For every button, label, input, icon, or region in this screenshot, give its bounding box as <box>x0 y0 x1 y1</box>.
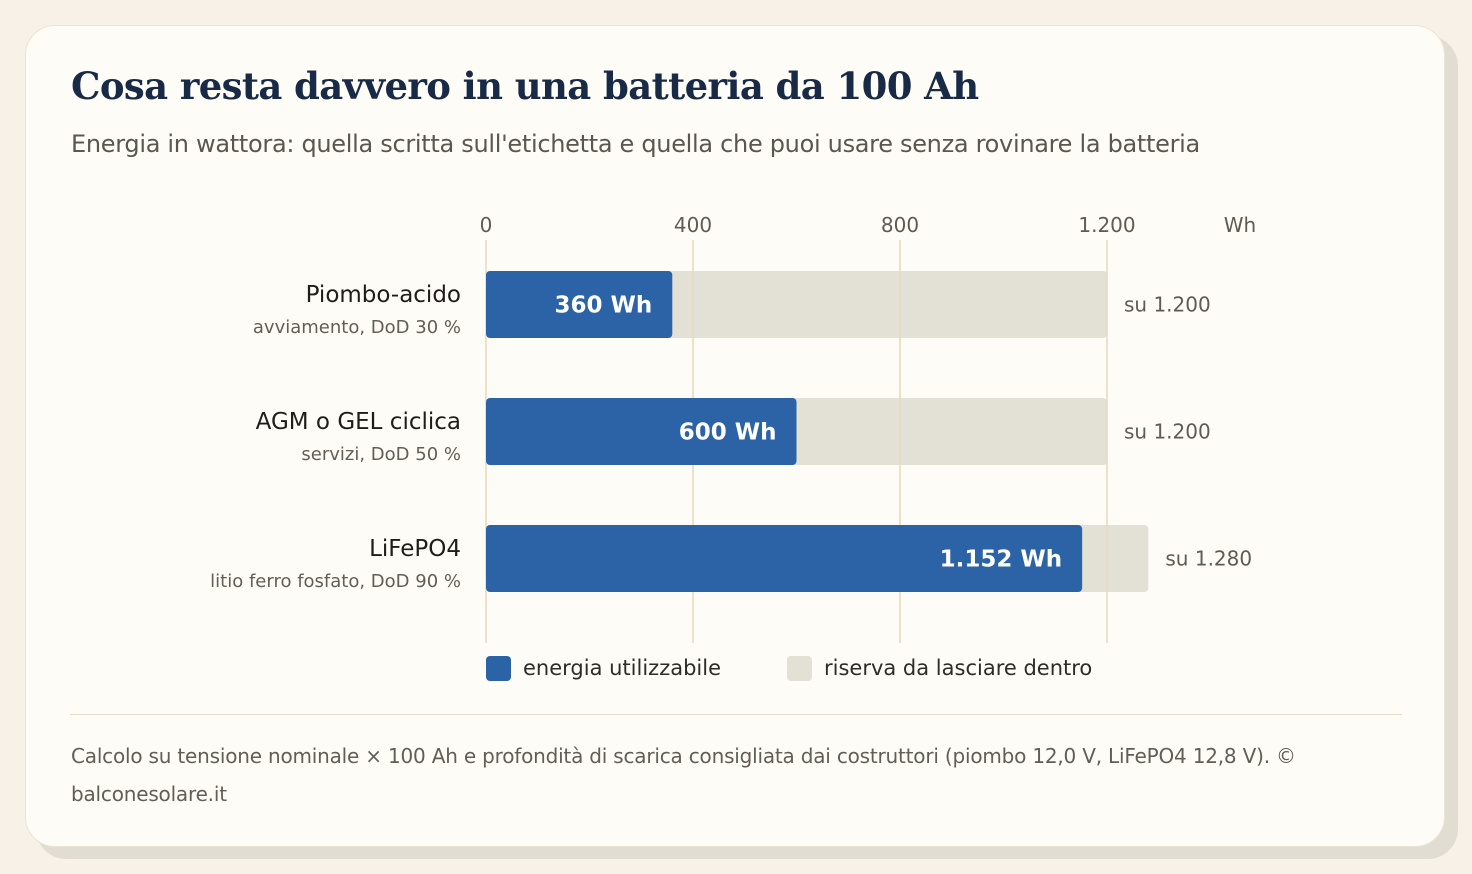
category-name-1: AGM o GEL ciclica <box>256 409 461 435</box>
usable-bar-1 <box>486 398 797 465</box>
footnote: Calcolo su tensione nominale × 100 Ah e … <box>71 744 1296 806</box>
category-detail-2: litio ferro fosfato, DoD 90 % <box>210 571 461 592</box>
x-unit-label: Wh <box>1224 213 1256 237</box>
footer-divider <box>70 714 1402 715</box>
x-tick-label-2: 800 <box>881 213 919 237</box>
usable-value-label-1: 600 Wh <box>679 420 777 446</box>
usable-bar-0 <box>486 271 673 338</box>
x-tick-label-0: 0 <box>480 213 493 237</box>
total-label-2: su 1.280 <box>1165 547 1252 571</box>
legend-label-usable: energia utilizzabile <box>523 656 722 680</box>
category-name-2: LiFePO4 <box>369 536 461 562</box>
usable-bar-2 <box>486 525 1083 592</box>
category-detail-0: avviamento, DoD 30 % <box>253 317 461 338</box>
legend-label-reserve: riserva da lasciare dentro <box>824 656 1093 680</box>
total-label-1: su 1.200 <box>1124 420 1211 444</box>
usable-value-label-2: 1.152 Wh <box>940 547 1063 573</box>
usable-value-label-0: 360 Wh <box>555 293 653 319</box>
total-label-0: su 1.200 <box>1124 293 1211 317</box>
chart-title: Cosa resta davvero in una batteria da 10… <box>71 64 979 108</box>
x-tick-label-1: 400 <box>674 213 712 237</box>
category-detail-1: servizi, DoD 50 % <box>301 444 461 465</box>
legend-swatch-reserve <box>787 656 812 681</box>
x-tick-label-3: 1.200 <box>1078 213 1135 237</box>
category-name-0: Piombo-acido <box>306 282 461 308</box>
chart-subtitle: Energia in wattora: quella scritta sull'… <box>71 130 1200 158</box>
legend-swatch-usable <box>486 656 511 681</box>
